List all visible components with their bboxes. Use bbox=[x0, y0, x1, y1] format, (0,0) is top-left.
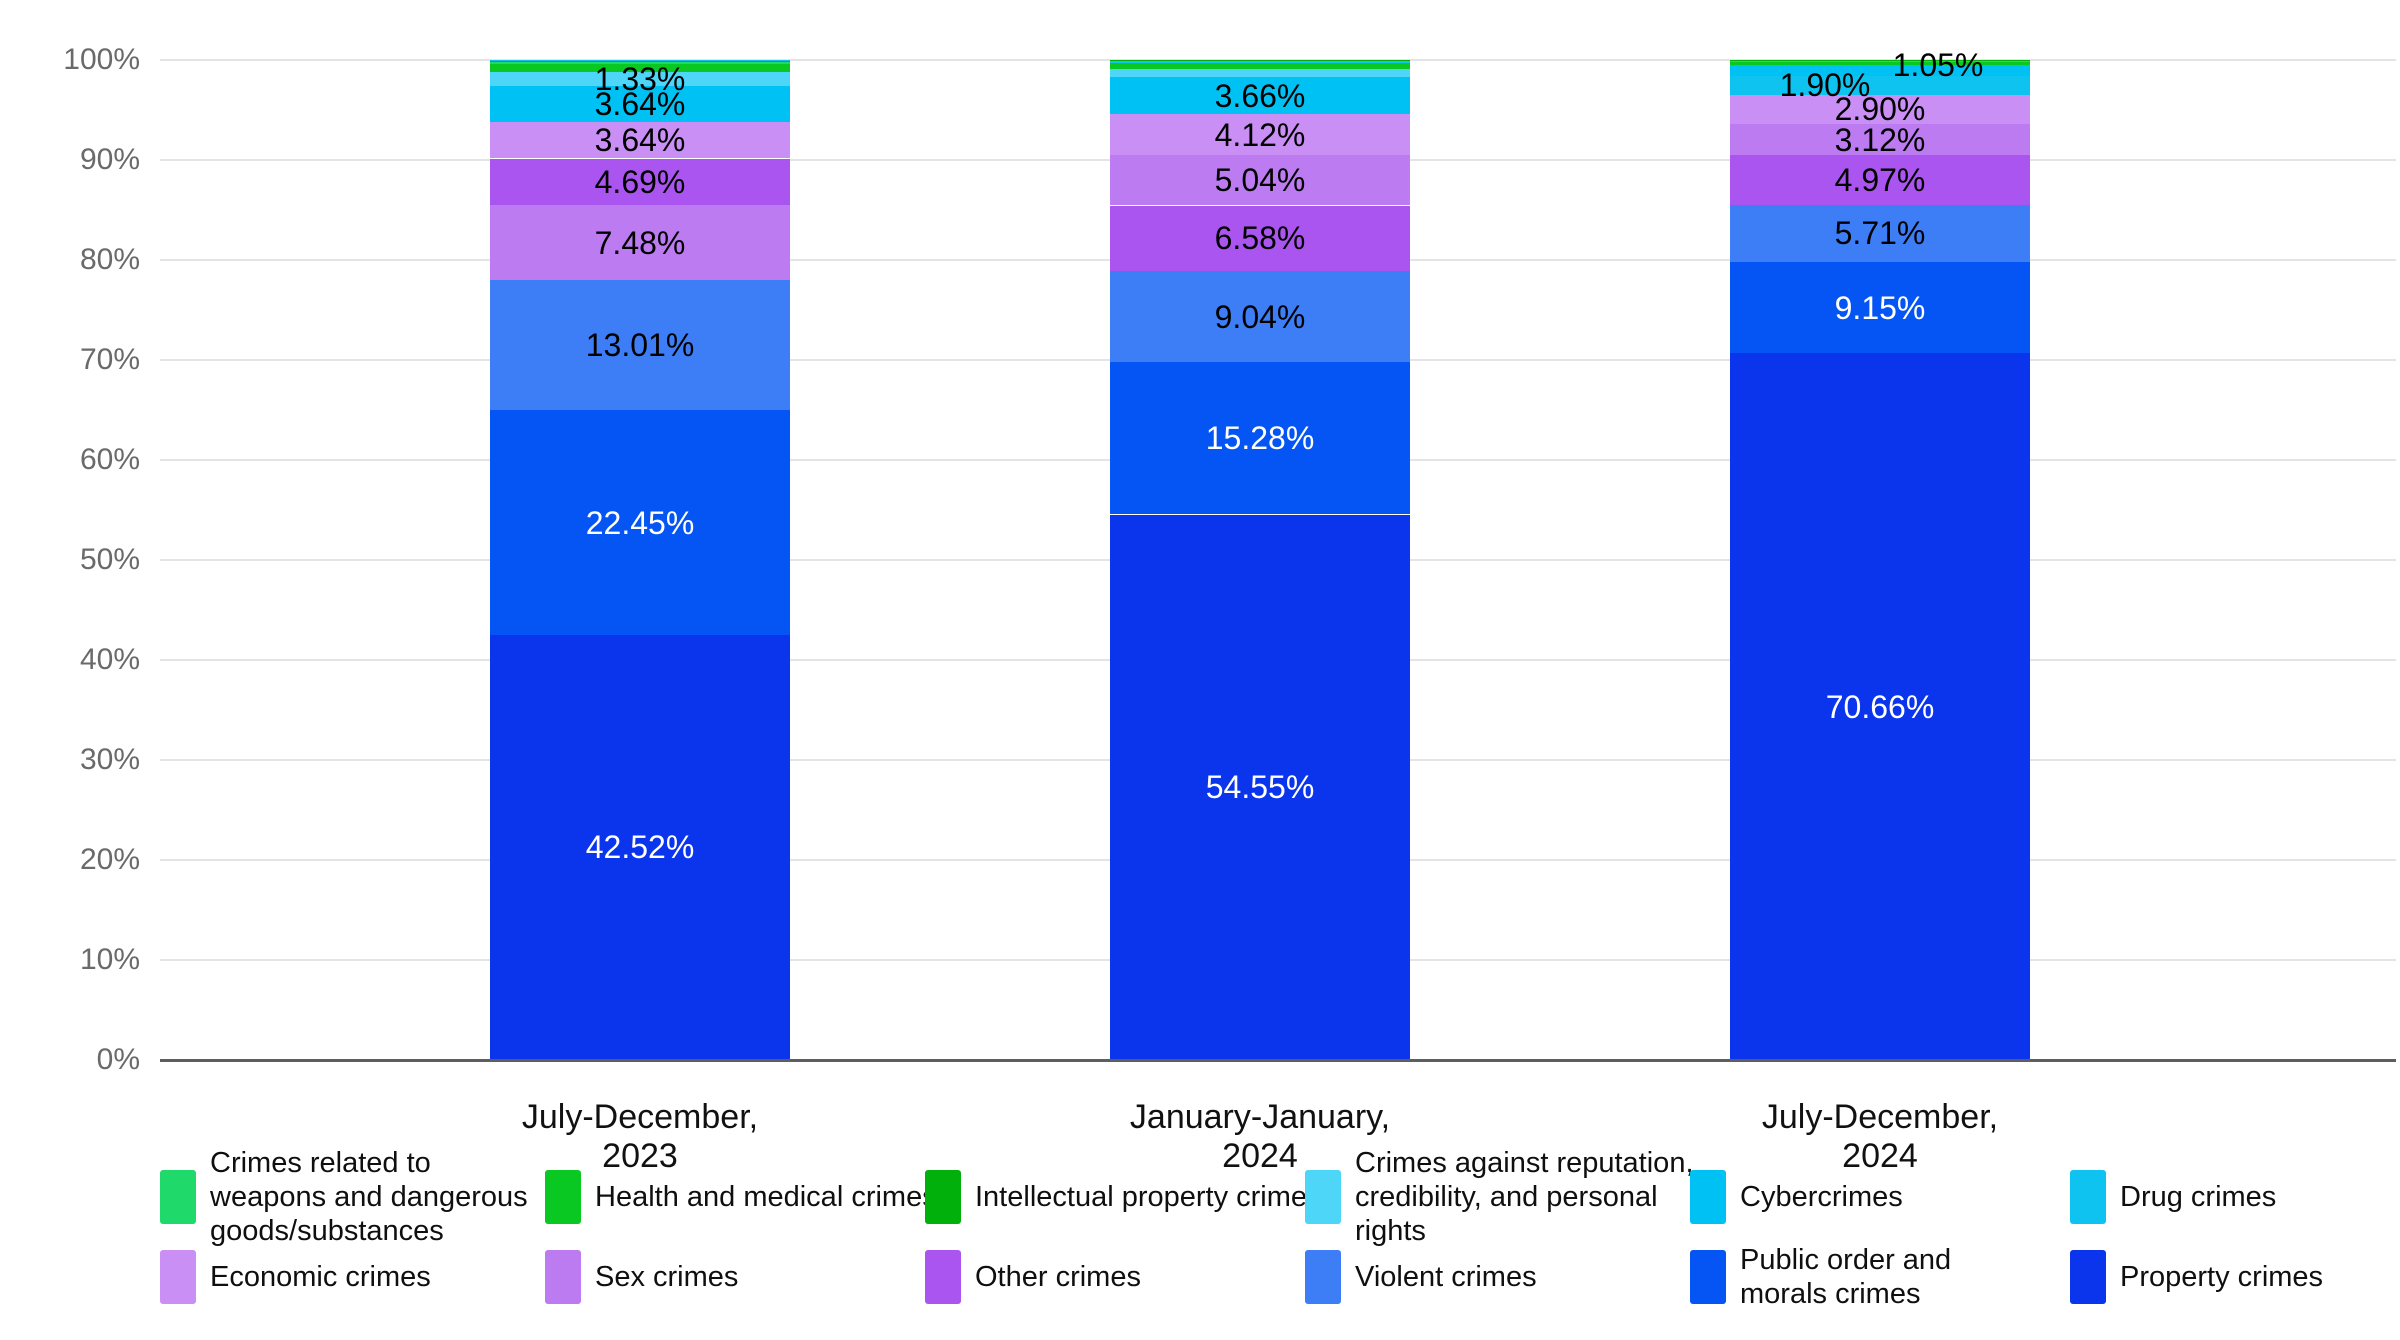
y-axis-tick-label: 0% bbox=[96, 1043, 140, 1076]
legend-item-cybercrimes: Cybercrimes bbox=[1690, 1170, 1903, 1224]
legend-label: Other crimes bbox=[975, 1261, 1141, 1293]
segment-intellectual-property-crimes bbox=[1110, 60, 1410, 61]
legend-item-crimes-against-reputation-credibility-an: Crimes against reputation, credibility, … bbox=[1305, 1146, 1694, 1248]
segment-crimes-against-reputation-credibility-an bbox=[490, 72, 790, 86]
segment-property-crimes bbox=[1730, 353, 2030, 1060]
x-axis-label: July-December, 2024 bbox=[1761, 1098, 1999, 1175]
segment-cybercrimes bbox=[490, 85, 790, 123]
segment-drug-crimes bbox=[490, 60, 790, 61]
legend-swatch-drug-crimes bbox=[2070, 1170, 2106, 1224]
legend-item-health-and-medical-crimes: Health and medical crimes bbox=[545, 1170, 937, 1224]
legend-label: Public order and morals crimes bbox=[1740, 1244, 1952, 1310]
legend-swatch-sex-crimes bbox=[545, 1250, 581, 1304]
segment-drug-crimes bbox=[1730, 75, 2030, 95]
segment-public-order-and-morals-crimes bbox=[1730, 261, 2030, 354]
legend-label: Drug crimes bbox=[2120, 1181, 2277, 1213]
legend-label: Sex crimes bbox=[595, 1261, 739, 1293]
x-axis-line bbox=[160, 1058, 2396, 1062]
y-axis-tick-label: 100% bbox=[63, 43, 140, 76]
segment-health-and-medical-crimes bbox=[1110, 62, 1410, 70]
legend-swatch-other-crimes bbox=[925, 1250, 961, 1304]
y-axis-tick-label: 50% bbox=[79, 543, 140, 576]
segment-crimes-against-reputation-credibility-an bbox=[1110, 69, 1410, 78]
segment-cybercrimes bbox=[1110, 77, 1410, 114]
segment-intellectual-property-crimes bbox=[490, 60, 790, 62]
legend-item-drug-crimes: Drug crimes bbox=[2070, 1170, 2276, 1224]
segment-public-order-and-morals-crimes bbox=[1110, 361, 1410, 515]
segment-crimes-related-to-weapons-and-dangerous- bbox=[1730, 60, 2030, 62]
legend-item-property-crimes: Property crimes bbox=[2070, 1250, 2323, 1304]
legend-item-other-crimes: Other crimes bbox=[925, 1250, 1141, 1304]
segment-violent-crimes bbox=[490, 280, 790, 411]
legend-label: Violent crimes bbox=[1355, 1261, 1537, 1293]
legend-label: Crimes against reputation, credibility, … bbox=[1355, 1147, 1694, 1247]
y-axis-tick-label: 90% bbox=[79, 143, 140, 176]
legend-label: Economic crimes bbox=[210, 1261, 431, 1293]
legend-label: Intellectual property crimes bbox=[975, 1181, 1322, 1213]
legend-label: Crimes related to weapons and dangerous … bbox=[210, 1147, 528, 1247]
y-axis-tick-label: 60% bbox=[79, 443, 140, 476]
legend-swatch-crimes-related-to-weapons-and-dangerous- bbox=[160, 1170, 196, 1224]
y-axis-tick-label: 80% bbox=[79, 243, 140, 276]
legend-label: Health and medical crimes bbox=[595, 1181, 937, 1213]
segment-economic-crimes bbox=[1110, 113, 1410, 156]
segment-violent-crimes bbox=[1730, 204, 2030, 262]
legend-swatch-violent-crimes bbox=[1305, 1250, 1341, 1304]
segment-health-and-medical-crimes bbox=[490, 63, 790, 73]
x-axis-label: July-December, 2023 bbox=[521, 1098, 759, 1175]
legend-item-public-order-and-morals-crimes: Public order and morals crimes bbox=[1690, 1243, 1951, 1311]
segment-crimes-against-reputation-credibility-an bbox=[1730, 60, 2030, 61]
legend-item-violent-crimes: Violent crimes bbox=[1305, 1250, 1537, 1304]
segment-crimes-related-to-weapons-and-dangerous- bbox=[490, 61, 790, 64]
segment-cybercrimes bbox=[1730, 65, 2030, 76]
segment-public-order-and-morals-crimes bbox=[490, 410, 790, 635]
segment-sex-crimes bbox=[490, 205, 790, 281]
segment-other-crimes bbox=[490, 158, 790, 206]
y-axis-tick-label: 30% bbox=[79, 743, 140, 776]
legend-swatch-intellectual-property-crimes bbox=[925, 1170, 961, 1224]
legend-item-crimes-related-to-weapons-and-dangerous-: Crimes related to weapons and dangerous … bbox=[160, 1146, 528, 1248]
legend-swatch-cybercrimes bbox=[1690, 1170, 1726, 1224]
legend-item-economic-crimes: Economic crimes bbox=[160, 1250, 431, 1304]
y-axis-tick-label: 20% bbox=[79, 843, 140, 876]
legend-swatch-crimes-against-reputation-credibility-an bbox=[1305, 1170, 1341, 1224]
legend-item-sex-crimes: Sex crimes bbox=[545, 1250, 738, 1304]
segment-economic-crimes bbox=[1730, 94, 2030, 124]
y-axis-tick-label: 40% bbox=[79, 643, 140, 676]
segment-drug-crimes bbox=[1110, 61, 1410, 63]
legend-item-intellectual-property-crimes: Intellectual property crimes bbox=[925, 1170, 1322, 1224]
segment-violent-crimes bbox=[1110, 271, 1410, 362]
segment-crimes-related-to-weapons-and-dangerous- bbox=[1110, 60, 1410, 62]
segment-economic-crimes bbox=[490, 122, 790, 159]
segment-other-crimes bbox=[1110, 205, 1410, 272]
segment-health-and-medical-crimes bbox=[1730, 61, 2030, 66]
y-axis-tick-label: 70% bbox=[79, 343, 140, 376]
segment-sex-crimes bbox=[1110, 155, 1410, 206]
legend-swatch-property-crimes bbox=[2070, 1250, 2106, 1304]
legend-label: Cybercrimes bbox=[1740, 1181, 1903, 1213]
segment-property-crimes bbox=[1110, 514, 1410, 1060]
segment-sex-crimes bbox=[1730, 123, 2030, 156]
segment-other-crimes bbox=[1730, 155, 2030, 205]
x-axis-label: January-January, 2024 bbox=[1129, 1098, 1391, 1175]
legend-label: Property crimes bbox=[2120, 1261, 2324, 1293]
segment-property-crimes bbox=[490, 634, 790, 1060]
legend-swatch-public-order-and-morals-crimes bbox=[1690, 1250, 1726, 1304]
legend-swatch-economic-crimes bbox=[160, 1250, 196, 1304]
y-axis-tick-label: 10% bbox=[79, 943, 140, 976]
legend-swatch-health-and-medical-crimes bbox=[545, 1170, 581, 1224]
